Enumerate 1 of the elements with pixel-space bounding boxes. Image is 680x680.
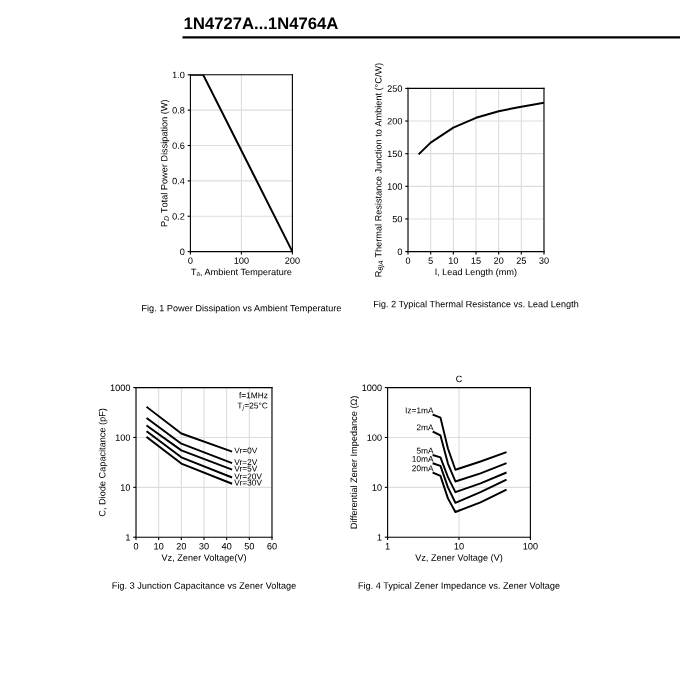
chart-title: 1N4727A...1N4764A xyxy=(184,17,338,30)
